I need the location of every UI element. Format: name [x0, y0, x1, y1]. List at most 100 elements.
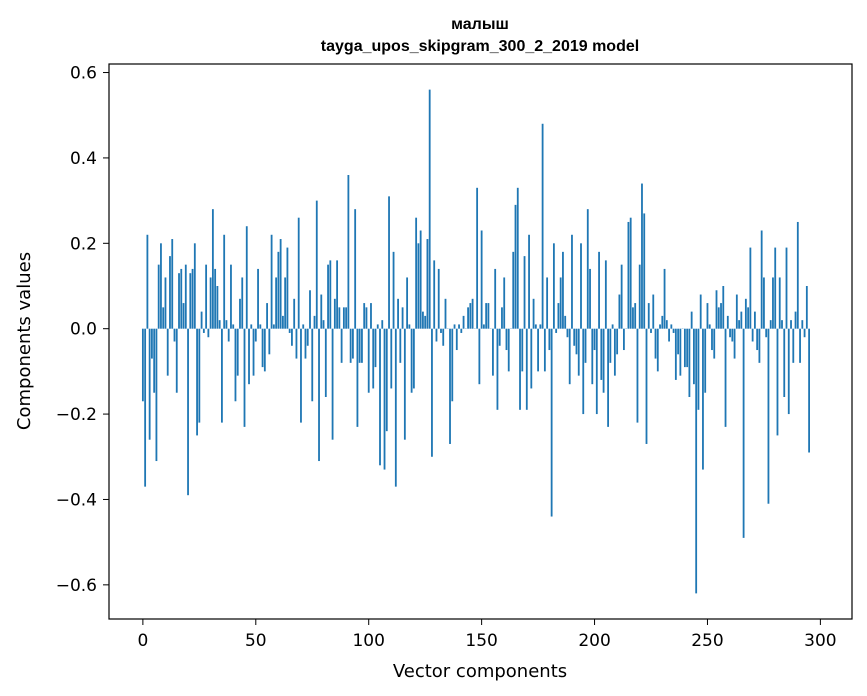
bar-83	[329, 260, 332, 329]
bar-222	[643, 213, 646, 329]
bar-67	[293, 298, 296, 329]
bar-75	[311, 328, 314, 402]
bar-236	[674, 328, 677, 380]
bar-23	[193, 243, 196, 329]
bar-289	[794, 311, 797, 329]
chart-subtitle: tayga_upos_skipgram_300_2_2019 model	[321, 38, 639, 55]
bar-172	[530, 328, 533, 389]
bar-32	[214, 268, 217, 329]
bar-132	[440, 328, 442, 333]
bar-195	[582, 328, 585, 415]
bar-105	[379, 328, 381, 466]
bar-24	[196, 328, 198, 436]
bar-249	[704, 328, 707, 393]
bar-146	[471, 298, 474, 329]
bar-29	[207, 328, 210, 338]
bar-138	[453, 324, 456, 329]
bar-215	[627, 221, 630, 329]
x-tick-label: 200	[578, 631, 610, 651]
bar-202	[598, 251, 600, 329]
bar-191	[573, 328, 576, 346]
bar-93	[352, 328, 354, 359]
bar-244	[693, 328, 695, 385]
y-tick-label: −0.2	[56, 405, 97, 425]
bar-28	[205, 264, 208, 329]
bar-19	[184, 264, 187, 329]
bar-12	[169, 256, 171, 329]
bar-120	[412, 328, 415, 389]
bar-242	[688, 328, 691, 397]
bar-140	[458, 324, 460, 329]
bar-42	[236, 328, 239, 376]
bar-221	[641, 183, 643, 329]
bar-151	[482, 324, 485, 329]
y-axis-ticks: −0.6 −0.4 −0.2 0.0 0.2 0.4 0.6	[56, 64, 109, 596]
bar-161	[505, 328, 508, 351]
bar-201	[595, 328, 598, 415]
bar-20	[187, 328, 189, 496]
bar-187	[564, 315, 567, 329]
bar-21	[189, 273, 192, 329]
bar-109	[388, 196, 390, 329]
bar-173	[532, 298, 535, 329]
bar-294	[805, 286, 808, 329]
bar-43	[239, 298, 241, 329]
x-tick-label: 0	[137, 631, 148, 651]
bar-63	[284, 277, 287, 329]
bar-225	[650, 328, 652, 333]
bar-160	[503, 277, 506, 329]
bar-124	[422, 311, 424, 329]
bar-118	[408, 324, 411, 329]
bar-158	[498, 328, 501, 346]
bar-92	[349, 328, 352, 363]
bar-37	[225, 320, 228, 329]
bar-136	[449, 328, 451, 444]
bar-30	[209, 277, 212, 329]
bar-119	[410, 328, 413, 393]
bar-224	[647, 303, 650, 329]
bar-184	[557, 303, 560, 329]
bar-234	[670, 324, 673, 329]
bar-52	[259, 324, 262, 329]
bar-293	[803, 328, 806, 338]
bar-53	[261, 328, 264, 368]
bar-198	[589, 268, 591, 329]
bar-169	[523, 256, 526, 329]
bar-256	[720, 303, 722, 329]
bar-65	[288, 328, 291, 333]
bar-257	[722, 286, 725, 329]
bar-248	[702, 328, 704, 470]
bar-5	[153, 328, 156, 393]
bar-185	[559, 277, 562, 329]
bar-149	[478, 328, 481, 385]
bar-159	[501, 307, 503, 329]
x-tick-label: 150	[465, 631, 497, 651]
bar-271	[753, 311, 756, 329]
bar-165	[514, 204, 517, 329]
bar-41	[234, 328, 237, 402]
bar-7	[157, 264, 160, 329]
bar-150	[480, 230, 483, 329]
bar-292	[801, 320, 804, 329]
y-tick-label: 0.2	[70, 234, 97, 254]
bar-130	[435, 328, 438, 342]
bar-137	[451, 328, 454, 402]
y-tick-label: −0.6	[56, 576, 97, 596]
bar-193	[577, 328, 580, 376]
bar-51	[257, 268, 259, 329]
bar-69	[297, 217, 300, 329]
bar-141	[460, 328, 463, 333]
bar-174	[534, 324, 537, 329]
bar-145	[469, 303, 472, 329]
bar-128	[431, 328, 433, 457]
y-axis-label: Components values	[14, 252, 35, 430]
bar-148	[476, 187, 479, 329]
bar-290	[796, 221, 799, 329]
bar-96	[358, 328, 361, 363]
bar-267	[744, 298, 747, 329]
bar-218	[634, 303, 637, 329]
bar-22	[191, 268, 194, 329]
bar-10	[164, 277, 167, 329]
y-tick-label: 0.0	[70, 320, 97, 340]
